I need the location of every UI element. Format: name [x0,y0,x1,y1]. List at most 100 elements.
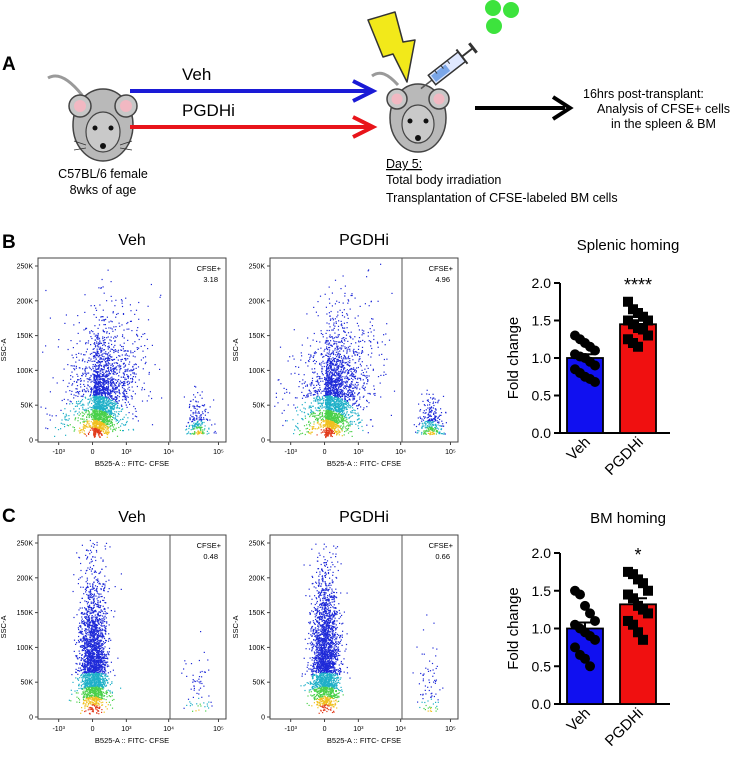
data-point [590,377,600,387]
y-tick-label: 250K [249,541,266,548]
data-point [633,627,643,638]
pgdhi-arrow-head [352,115,378,139]
y-tick-label: 0 [261,438,265,445]
x-tick-label: -10³ [52,726,65,733]
data-point [570,642,580,653]
flow-plot-frame [37,257,227,443]
y-tick-label: 100K [17,368,34,375]
data-point [590,345,600,356]
flow-plot-frame [269,534,459,720]
veh-arrow-label: Veh [182,65,211,84]
y-tick-label: 50K [21,403,34,410]
x-axis-label: B525-A :: FITC- CFSE [327,736,401,745]
y-tick-label: 150K [17,610,34,617]
data-point [643,608,653,619]
x-tick-label: 10⁴ [395,726,406,733]
y-tick-label: 250K [17,541,34,548]
data-point [643,330,653,341]
x-axis-label: B525-A :: FITC- CFSE [95,736,169,745]
bar-chart-bm-homing: BM homing 0.0 0.5 1.0 1.5 2.0 Fold change Veh PG… [505,510,670,750]
panel-label-c: C [2,506,16,527]
y-tick-label: 2.0 [532,275,552,291]
data-point [638,578,648,589]
day-label: Day 5: [386,157,422,171]
mouse-age-label: 8wks of age [70,183,137,197]
y-tick-label: 150K [249,610,266,617]
x-tick-label: 0 [91,449,95,456]
y-tick-label: 50K [21,680,34,687]
y-tick-label: 0.0 [532,696,552,712]
data-point [628,569,638,580]
y-tick-label: 200K [249,575,266,582]
data-point [623,296,633,307]
y-tick-label: 0.5 [532,388,552,404]
data-point [633,341,643,352]
cfse-cells-icon [485,0,519,34]
bar-chart-splenic-homing: Splenic homing 0.0 0.5 1.0 1.5 2.0 Fold change… [505,237,679,479]
y-tick-label: 200K [249,298,266,305]
x-axis-label: B525-A :: FITC- CFSE [95,459,169,468]
y-tick-label: 250K [249,264,266,271]
outcome-line-1: 16hrs post-transplant: [583,87,704,101]
y-tick-label: 100K [249,368,266,375]
data-point [575,589,585,600]
syringe-icon [420,42,478,90]
step-irradiation: Total body irradiation [386,173,501,187]
x-axis-label: B525-A :: FITC- CFSE [327,459,401,468]
flow-scatter-points [40,269,217,438]
x-tick-label: 10⁴ [163,449,174,456]
y-tick-label: 150K [17,333,34,340]
mouse-strain-label: C57BL/6 female [58,167,148,181]
x-tick-label: 0 [91,726,95,733]
chart-title: Splenic homing [577,237,680,254]
flow-plot-frame [37,534,227,720]
y-tick-label: 200K [17,298,34,305]
category-label: Veh [564,705,594,735]
gate-percentage: 3.18 [203,275,218,284]
y-tick-label: 200K [17,575,34,582]
flow-scatter-points [68,539,213,715]
data-point [643,585,653,596]
gate-label: CFSE+ [197,264,222,273]
y-axis-label: SSC-A [231,616,240,639]
x-tick-label: -10³ [284,449,297,456]
data-point [590,634,600,645]
flow-plot-b-pgdhi: PGDHi CFSE+ 4.96 250K 200K 150K 100K 50K 0 -10³ 0 1… [231,232,459,468]
x-tick-label: 10³ [353,726,364,733]
flow-plot-title: PGDHi [339,509,389,526]
y-tick-label: 1.5 [532,313,552,329]
data-point [585,608,595,619]
pgdhi-arrow-label: PGDHi [182,101,235,120]
data-point [580,600,590,611]
x-tick-label: 0 [323,726,327,733]
y-tick-label: 100K [249,645,266,652]
data-point [590,615,600,626]
outcome-line-3: in the spleen & BM [611,117,716,131]
y-tick-label: 0 [29,438,33,445]
x-tick-label: 10³ [121,726,132,733]
category-label: PGDHi [602,434,647,479]
y-axis-label: SSC-A [231,339,240,362]
gate-label: CFSE+ [429,541,454,550]
data-point [585,661,595,672]
recipient-mouse-icon [371,71,450,153]
gate-label: CFSE+ [429,264,454,273]
flow-plot-c-pgdhi: PGDHi CFSE+ 0.66 250K 200K 150K 100K 50K 0 -10³ 0 1… [231,509,459,745]
x-tick-label: 10⁴ [395,449,406,456]
x-tick-label: 10⁴ [163,726,174,733]
x-tick-label: 0 [323,449,327,456]
x-tick-label: 10³ [121,449,132,456]
gate-percentage: 0.66 [435,552,450,561]
data-point [638,634,648,645]
y-axis-label: Fold change [505,587,522,670]
y-axis-label: SSC-A [0,616,8,639]
y-tick-label: 0.5 [532,658,552,674]
x-tick-label: 10⁵ [213,449,224,456]
flow-plot-title: PGDHi [339,232,389,249]
significance-marker: **** [624,275,652,295]
x-tick-label: -10³ [52,449,65,456]
y-tick-label: 50K [253,680,266,687]
data-point [643,315,653,326]
mouse-icon [47,74,138,162]
